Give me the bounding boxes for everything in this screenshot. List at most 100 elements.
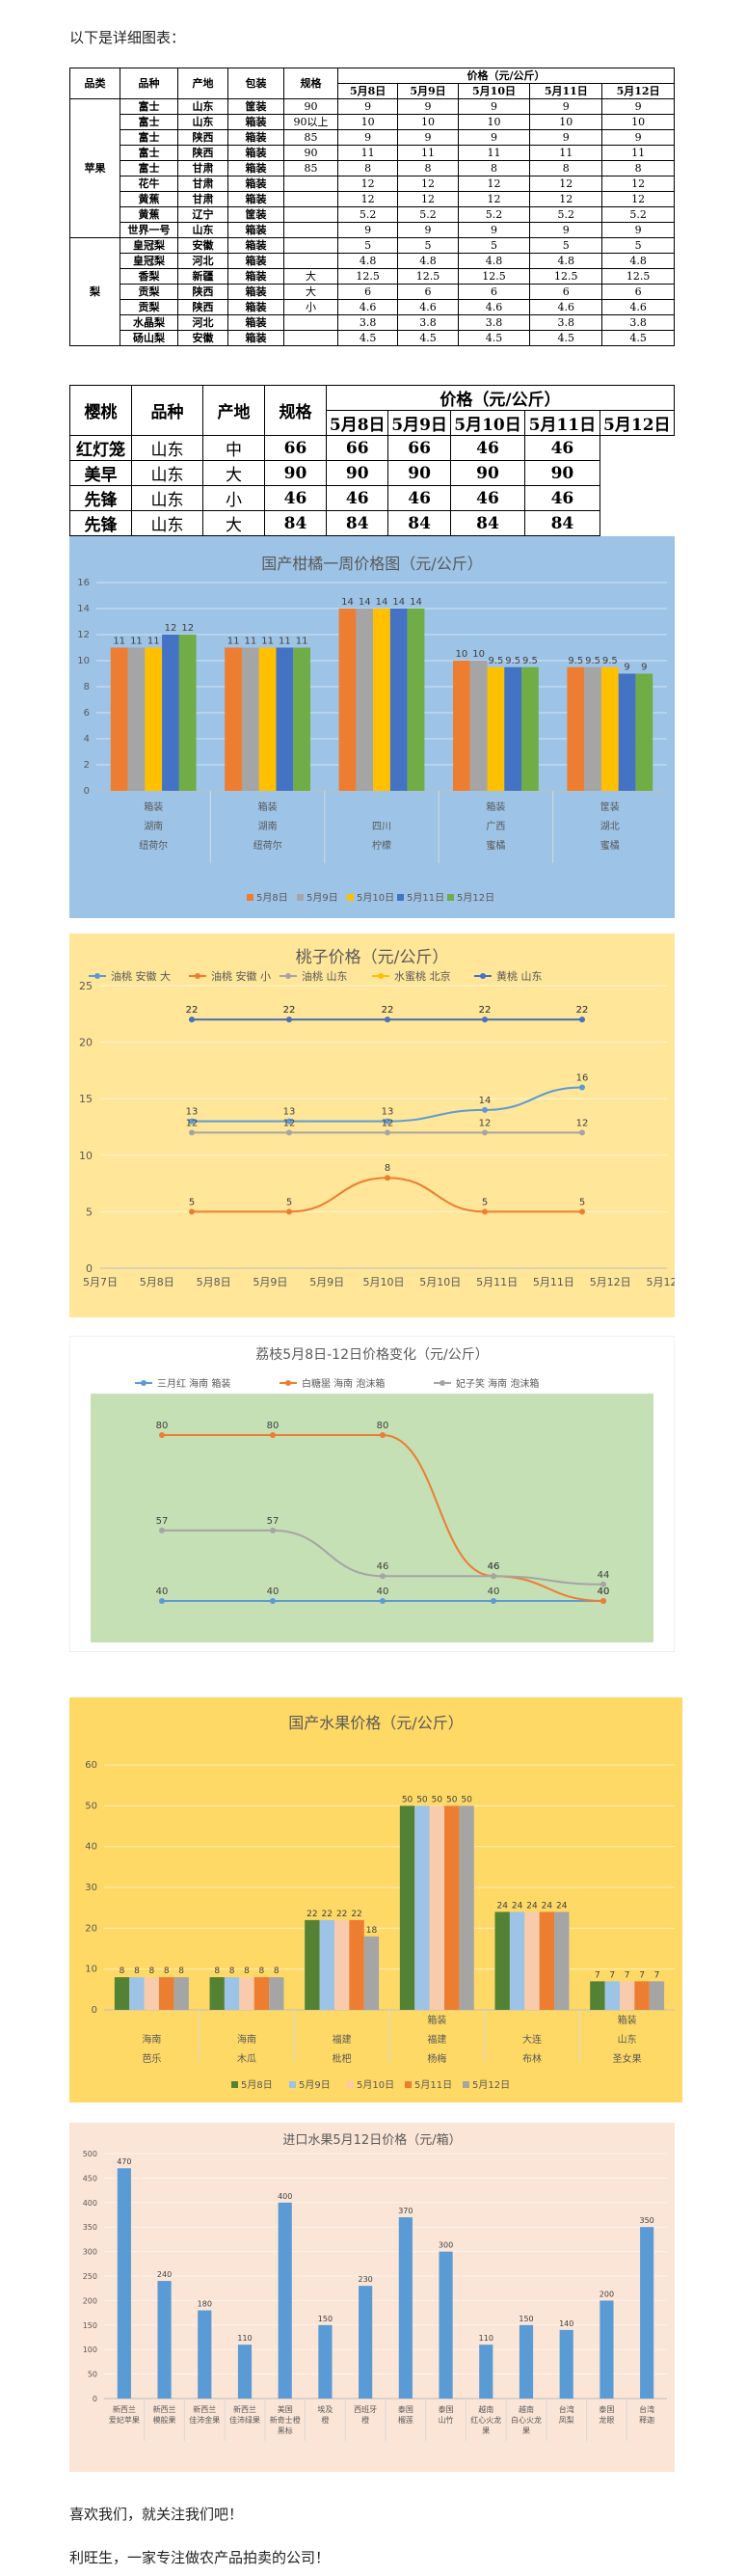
price-cell: 9 [457,222,531,238]
category-label: 新西兰 [233,2404,256,2414]
spec-cell [283,191,338,207]
data-label: 12 [283,1118,296,1128]
category-label: 四川 [372,822,391,832]
origin-cell: 山东 [177,98,228,115]
bar [590,1981,605,2010]
bar [224,1977,240,2010]
data-point [189,1129,195,1136]
price-cell: 10 [457,114,531,130]
data-label: 8 [385,1163,390,1174]
price-cell: 90 [325,460,389,486]
package-cell: 箱装 [227,268,284,285]
data-label: 9.5 [568,656,583,666]
data-label: 8 [259,1966,265,1976]
x-tick-label: 5月10日 [363,1276,405,1288]
category-label: 大连 [522,2033,542,2046]
data-point [189,1208,195,1215]
price-cell: 66 [325,435,389,461]
data-label: 9.5 [602,656,618,666]
data-label: 11 [261,637,274,647]
data-point [385,1118,390,1125]
price-cell: 3.8 [336,314,399,331]
category-label: 枇杷 [333,2052,352,2065]
price-cell: 4.6 [529,299,603,315]
chart-title: 桃子价格（元/公斤） [296,948,449,967]
package-cell: 箱装 [227,253,284,269]
data-label: 18 [366,1926,378,1936]
data-label: 22 [283,1005,296,1016]
price-cell: 90 [387,460,451,486]
price-cell: 3.8 [601,314,675,331]
price-cell: 9 [601,129,675,146]
category-label: 柠檬 [372,839,391,852]
category-label: 果 [522,2427,530,2435]
spec-cell: 90 [283,98,338,115]
price-cell: 5 [529,237,603,254]
bar [293,647,310,791]
data-label: 9.5 [585,656,600,666]
chart-title: 荔枝5月8日-12日价格变化（元/公斤） [255,1347,488,1363]
legend-swatch [195,973,200,979]
header-package: 包装 [227,68,284,99]
data-label: 24 [542,1901,553,1911]
table-row: 砀山梨 安徽 箱装 4.5 4.5 4.5 4.5 4.5 [70,330,675,346]
legend-label: 5月11日 [414,2079,452,2091]
spec-cell: 大 [202,510,265,536]
data-label: 9.5 [488,656,503,666]
legend-label: 油桃 安徽 小 [211,969,271,983]
category-label: 布林 [522,2052,542,2065]
data-label: 44 [598,1570,610,1581]
origin-cell: 新疆 [177,268,228,285]
category-label: 橙 [321,2415,329,2425]
legend-swatch [285,1380,291,1386]
category-label: 箱装 [427,2014,446,2026]
category-label: 白心火龙 [511,2415,542,2425]
price-cell: 9 [336,129,399,146]
variety-cell: 美早 [69,460,132,486]
price-cell: 4.6 [601,299,675,315]
data-label: 22 [322,1910,333,1919]
date-header: 5月12日 [601,83,675,99]
data-label: 5 [286,1197,292,1207]
spec-cell [283,176,338,192]
chart-title: 进口水果5月12日价格（元/箱） [282,2132,461,2148]
price-cell: 4.8 [336,253,399,269]
data-label: 57 [156,1516,169,1527]
price-cell: 84 [325,510,389,536]
price-cell: 12 [601,191,675,207]
date-header: 5月10日 [457,83,531,99]
table-row: 黄蕉 辽宁 筐装 5.2 5.2 5.2 5.2 5.2 [70,206,675,223]
bar [398,2217,413,2399]
price-cell: 8 [457,160,531,176]
data-point [491,1573,496,1580]
data-point [385,1175,390,1181]
data-label: 8 [134,1966,140,1976]
price-cell: 9 [457,98,531,115]
date-header: 5月11日 [529,83,603,99]
price-cell: 5 [336,237,399,254]
bar [494,1912,510,2010]
data-label: 22 [479,1005,492,1016]
data-label: 50 [416,1795,428,1804]
y-tick-label: 20 [85,1923,97,1934]
data-label: 5 [482,1197,488,1207]
bar [635,673,653,791]
data-label: 8 [274,1966,280,1976]
legend-label: 5月12日 [457,892,494,904]
table-row: 水晶梨 河北 箱装 3.8 3.8 3.8 3.8 3.8 [70,314,675,331]
data-label: 22 [382,1005,394,1016]
price-cell: 12 [397,191,459,207]
y-tick-label: 300 [83,2248,97,2257]
price-cell: 12 [457,176,531,192]
price-cell: 4.6 [336,299,399,315]
y-tick-label: 250 [83,2272,97,2281]
variety-cell: 世界一号 [120,222,178,238]
x-tick-label: 5月12日 [647,1276,676,1288]
category-label: 黑标 [278,2426,293,2435]
data-label: 16 [576,1072,589,1083]
data-label: 8 [120,1966,125,1976]
legend-label: 水蜜桃 北京 [394,969,451,983]
data-point [286,1118,292,1125]
bar [239,1977,254,2010]
data-label: 350 [640,2216,654,2225]
